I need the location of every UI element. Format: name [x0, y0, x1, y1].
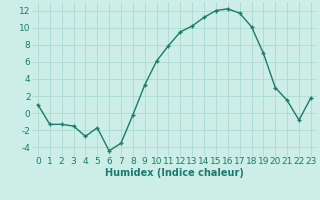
X-axis label: Humidex (Indice chaleur): Humidex (Indice chaleur) [105, 168, 244, 178]
